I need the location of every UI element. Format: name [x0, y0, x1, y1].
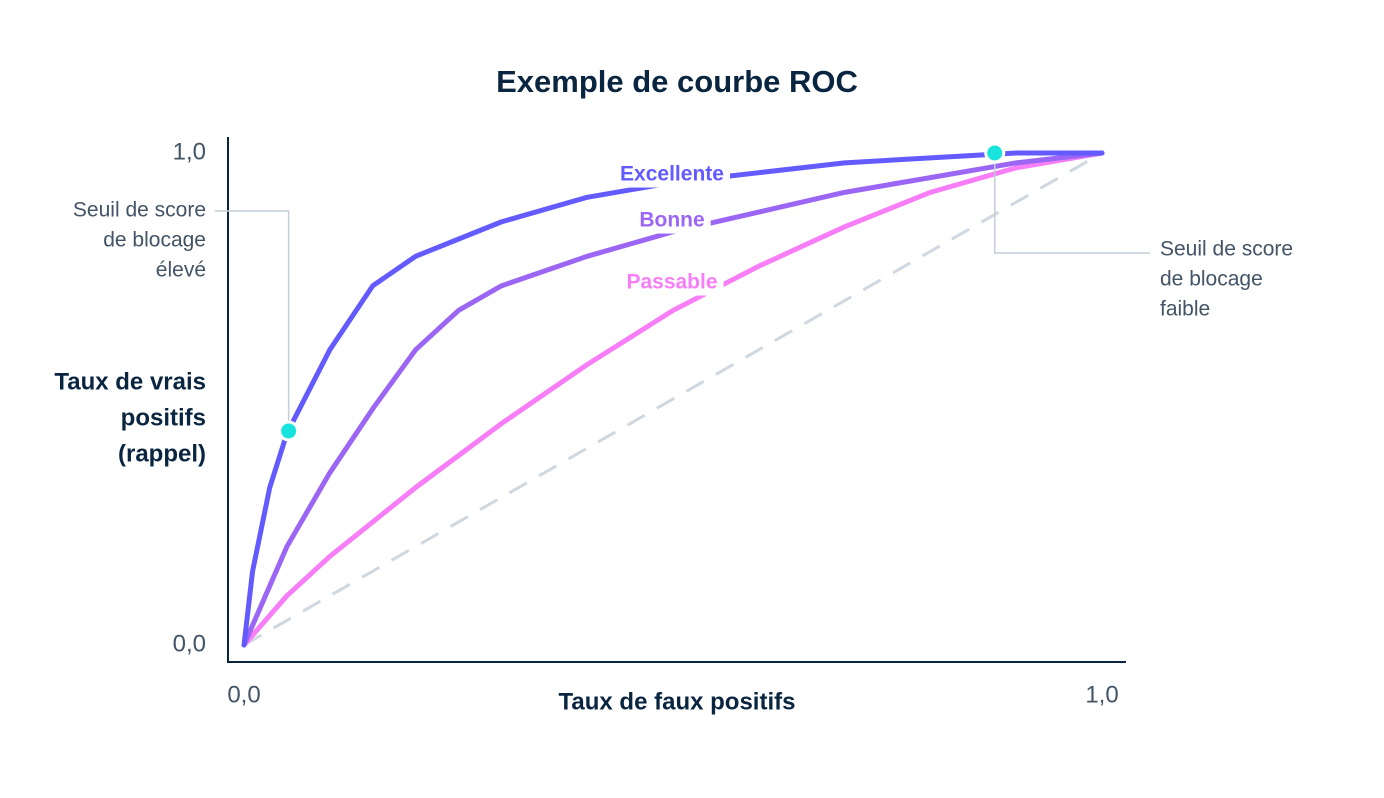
roc-curve	[241, 150, 1105, 648]
annotation-leader	[215, 210, 290, 431]
legend-label-bg	[633, 206, 711, 234]
annotation-label: de blocage	[1160, 268, 1263, 291]
legend-label: Excellente	[620, 163, 724, 186]
annotation-label: Seuil de score	[1160, 238, 1293, 261]
chart-title: Exemple de courbe ROC	[496, 64, 858, 99]
y-tick-label: 0,0	[173, 630, 206, 657]
annotation-label: Seuil de score	[73, 199, 206, 222]
x-axis-label: Taux de faux positifs	[559, 688, 796, 715]
x-tick-label: 1,0	[1085, 681, 1118, 708]
y-axis-label: (rappel)	[118, 440, 206, 467]
y-axis-label: positifs	[121, 404, 206, 431]
annotation-label: faible	[1160, 298, 1210, 321]
diagonal-line	[243, 151, 1103, 647]
y-axis-label: Taux de vrais	[54, 368, 206, 395]
annotation-label: élevé	[156, 259, 206, 282]
annotation-leader	[994, 153, 1150, 254]
y-tick-label: 1,0	[173, 138, 206, 165]
x-tick-label: 0,0	[227, 681, 260, 708]
legend-label-bg	[614, 160, 730, 188]
threshold-point	[278, 420, 300, 442]
roc-curve	[241, 150, 1105, 648]
legend-label-bg	[620, 268, 724, 296]
annotation-label: de blocage	[103, 229, 206, 252]
legend-label: Bonne	[639, 209, 704, 232]
legend-label: Passable	[626, 271, 717, 294]
threshold-point	[984, 142, 1006, 164]
roc-curve	[241, 150, 1105, 648]
